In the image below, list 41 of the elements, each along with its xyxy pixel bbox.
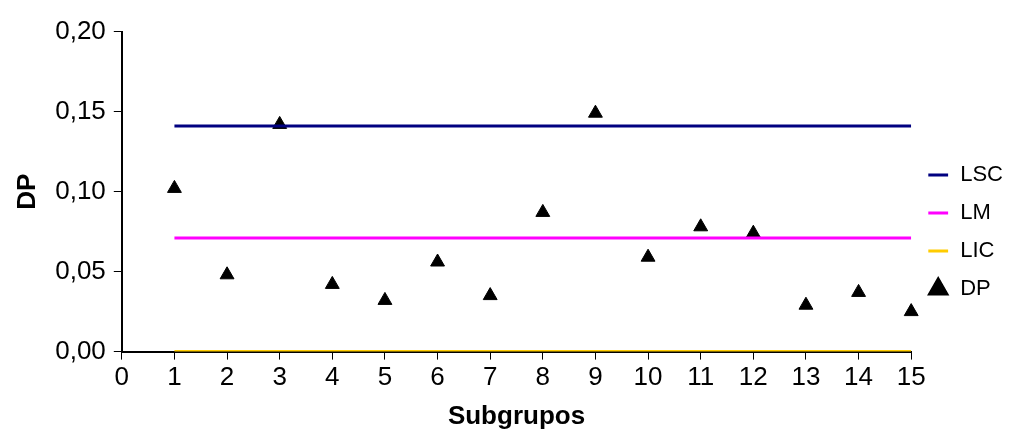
legend-label: DP [960,275,991,301]
x-tick-label: 12 [738,361,768,392]
x-tick-label: 13 [791,361,821,392]
x-tick-label: 4 [325,361,340,392]
y-axis-title: DP [10,173,41,210]
legend-label: LIC [960,237,995,263]
y-tick-label: 0,15 [55,94,106,125]
point [324,275,340,289]
point [535,203,551,217]
point [745,224,761,238]
x-tick-label: 0 [114,361,130,392]
point [851,283,867,297]
y-tick-label: 0,00 [55,334,106,365]
x-tick-label: 15 [896,361,926,392]
x-tick-label: 10 [633,361,663,392]
x-tick-label: 8 [535,361,551,392]
x-tick-label: 3 [272,361,287,392]
point [219,266,235,280]
point [798,296,814,310]
y-tick-label: 0,05 [55,254,106,285]
x-tick-label: 11 [687,361,715,392]
point [167,179,182,193]
point [588,104,603,118]
legend-label: LSC [960,161,1004,187]
x-tick-label: 14 [844,361,874,392]
point [640,248,656,262]
x-tick-label: 6 [430,361,445,392]
point [693,218,709,232]
x-tick-label: 5 [377,361,393,392]
point [430,253,445,267]
point [482,287,498,301]
y-tick-label: 0,20 [55,14,106,45]
legend-label: LM [960,199,991,225]
x-tick-label: 9 [588,361,603,392]
x-tick-label: 1 [167,361,182,392]
x-tick-label: 2 [219,361,235,392]
x-axis-title: Subgrupos [447,399,586,430]
y-tick-label: 0,10 [55,174,106,205]
point [903,303,919,317]
point [377,291,393,305]
x-tick-label: 7 [482,361,498,392]
